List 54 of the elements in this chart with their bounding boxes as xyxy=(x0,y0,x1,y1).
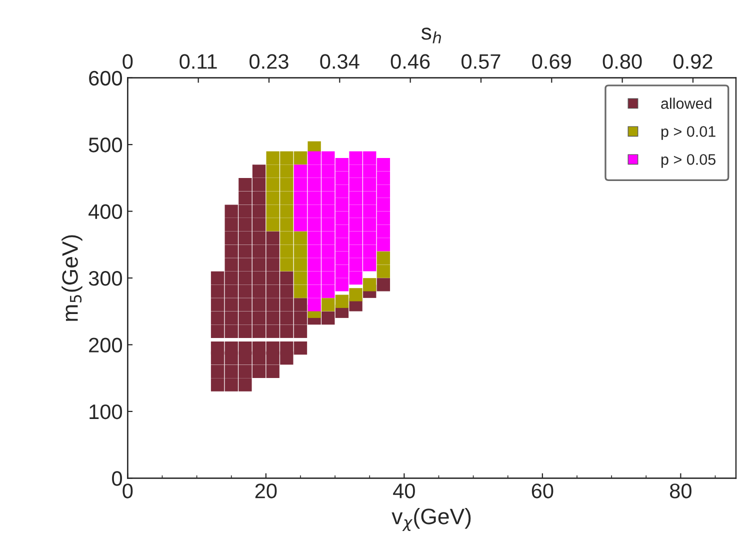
y-tick-label: 0 xyxy=(112,471,122,486)
point xyxy=(266,191,280,205)
x2-axis-title: s$_{h}$ xyxy=(421,28,441,44)
legend-label: p > 0.01 xyxy=(661,126,716,140)
point xyxy=(294,231,308,245)
point xyxy=(280,258,294,272)
x2-tick-label: 0.46 xyxy=(390,54,430,69)
point xyxy=(266,164,280,178)
x-tick-label: 40 xyxy=(393,484,415,498)
point xyxy=(376,251,390,265)
legend-label: allowed xyxy=(661,98,712,109)
y-tick-label: 300 xyxy=(88,271,122,286)
x-tick-label: 0 xyxy=(122,484,133,498)
y-tick-label: 600 xyxy=(89,70,122,86)
x2-tick-label: 0.57 xyxy=(462,54,500,69)
point xyxy=(280,191,294,205)
point xyxy=(280,231,294,245)
point xyxy=(349,288,362,302)
point xyxy=(280,164,294,178)
x-tick-label: 60 xyxy=(532,484,554,498)
point xyxy=(376,264,390,278)
point xyxy=(266,204,280,218)
point xyxy=(280,151,294,164)
x-tick-label: 20 xyxy=(255,484,277,498)
point xyxy=(363,278,376,292)
point xyxy=(294,244,308,258)
point xyxy=(294,258,308,272)
point xyxy=(266,151,280,164)
legend-label: p > 0.05 xyxy=(661,154,716,168)
x-tick-label: 80 xyxy=(670,484,692,498)
point xyxy=(280,244,294,258)
point xyxy=(322,298,335,312)
y-tick-label: 500 xyxy=(88,138,122,152)
point xyxy=(266,178,280,192)
y-axis-title: m$_{5}$(GeV) xyxy=(62,235,82,321)
y-tick-label: 100 xyxy=(90,404,122,420)
x2-tick-label: 0.11 xyxy=(180,54,217,69)
point xyxy=(280,218,294,232)
point xyxy=(294,151,308,164)
point xyxy=(294,284,308,298)
point xyxy=(280,204,294,218)
x2-tick-label: 0.80 xyxy=(602,54,642,69)
point xyxy=(280,178,294,192)
point xyxy=(335,294,349,308)
y-tick-label: 200 xyxy=(89,338,122,352)
x2-tick-label: 0.92 xyxy=(674,54,712,69)
x2-tick-label: 0.34 xyxy=(320,54,360,69)
x2-tick-label: 0.23 xyxy=(250,54,288,69)
point xyxy=(266,218,280,232)
point xyxy=(294,271,308,285)
x2-tick-label: 0.69 xyxy=(532,54,571,69)
x-axis-title: v$_{χ}$(GeV) xyxy=(392,508,471,531)
y-tick-label: 400 xyxy=(88,204,122,220)
x2-tick-label: 0 xyxy=(122,54,133,69)
